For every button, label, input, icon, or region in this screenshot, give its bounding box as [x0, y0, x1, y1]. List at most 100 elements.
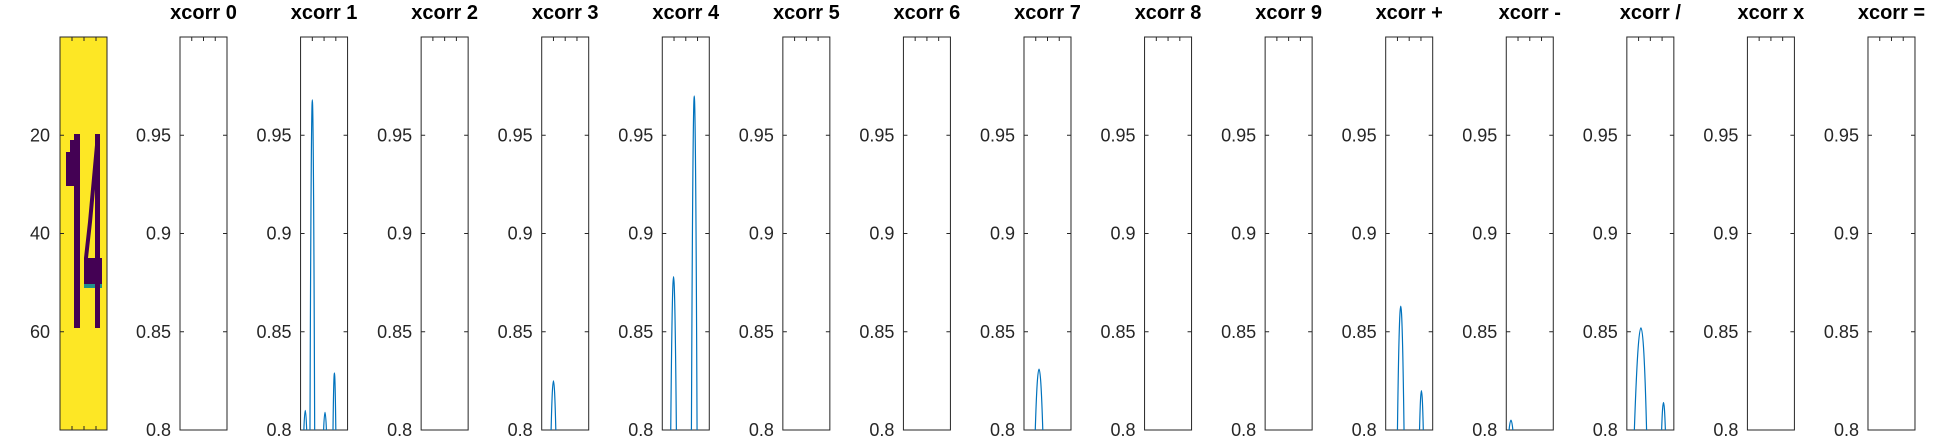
digit-four-stem — [95, 134, 100, 328]
axes-box — [1867, 36, 1916, 431]
ytick-label: 0.85 — [1583, 322, 1618, 342]
xcorr-series-line — [323, 411, 328, 431]
ytick-label: 0.85 — [1101, 322, 1136, 342]
ytick-label: 0.8 — [1713, 420, 1738, 440]
ytick-label: 0.85 — [1221, 322, 1256, 342]
digit-one-stem — [74, 134, 80, 328]
ytick-label: 0.8 — [1472, 420, 1497, 440]
subplot-title: xcorr 6 — [894, 2, 961, 24]
ytick-label: 0.95 — [980, 125, 1015, 145]
ytick-label: 0.9 — [508, 224, 533, 244]
xcorr-subplot: xcorr + 0.8 0.85 0.9 0.95 — [1342, 2, 1443, 440]
axes-box — [420, 36, 469, 431]
ytick-label: 0.9 — [146, 224, 171, 244]
xcorr-series-line — [1418, 390, 1424, 431]
ytick-label: 0.95 — [377, 125, 412, 145]
ytick-label: 0.8 — [628, 420, 653, 440]
ytick-label: 0.95 — [136, 125, 171, 145]
ytick-label: 0.85 — [136, 322, 171, 342]
ytick-label: 0.9 — [1111, 224, 1136, 244]
ytick-label: 0.95 — [498, 125, 533, 145]
subplot-title: xcorr 1 — [291, 2, 358, 24]
xcorr-subplot: xcorr 4 0.8 0.85 0.9 0.95 — [618, 2, 720, 440]
ytick-label: 0.95 — [618, 125, 653, 145]
subplot-title: xcorr 9 — [1255, 2, 1322, 24]
ytick-label: 0.8 — [749, 420, 774, 440]
subplot-title: xcorr 8 — [1135, 2, 1202, 24]
ytick-label: 0.8 — [990, 420, 1015, 440]
subplot-title: xcorr = — [1858, 2, 1925, 24]
xcorr-subplot: xcorr = 0.8 0.85 0.9 0.95 — [1824, 2, 1925, 440]
xcorr-subplot: xcorr 2 0.8 0.85 0.9 0.95 — [377, 2, 478, 440]
image-ytick-label: 60 — [30, 322, 50, 342]
axes-box — [300, 36, 349, 431]
ytick-label: 0.8 — [387, 420, 412, 440]
ytick-label: 0.9 — [1352, 224, 1377, 244]
ytick-label: 0.8 — [1593, 420, 1618, 440]
subplot-title: xcorr x — [1738, 2, 1805, 24]
ytick-label: 0.85 — [1824, 322, 1859, 342]
axes-box — [902, 36, 951, 431]
image-panel: 20 40 60 — [30, 36, 108, 431]
ytick-label: 0.8 — [1834, 420, 1859, 440]
xcorr-subplot: xcorr 9 0.8 0.85 0.9 0.95 — [1221, 2, 1322, 440]
ytick-label: 0.8 — [869, 420, 894, 440]
xcorr-series-line — [309, 99, 316, 431]
subplot-title: xcorr 5 — [773, 2, 840, 24]
xcorr-subplot: xcorr 7 0.8 0.85 0.9 0.95 — [980, 2, 1081, 440]
ytick-label: 0.8 — [1231, 420, 1256, 440]
xcorr-subplot: xcorr x 0.8 0.85 0.9 0.95 — [1703, 2, 1804, 440]
ytick-label: 0.9 — [990, 224, 1015, 244]
ytick-label: 0.85 — [377, 322, 412, 342]
subplot-title: xcorr 4 — [652, 2, 720, 24]
xcorr-series-line — [1396, 305, 1405, 431]
ytick-label: 0.9 — [749, 224, 774, 244]
ytick-label: 0.8 — [267, 420, 292, 440]
ytick-label: 0.95 — [1824, 125, 1859, 145]
xcorr-series-line — [1034, 368, 1044, 431]
axes-box — [1264, 36, 1313, 431]
ytick-label: 0.95 — [1703, 125, 1738, 145]
axes-box — [1023, 36, 1072, 431]
ytick-label: 0.85 — [859, 322, 894, 342]
xcorr-series-line — [1633, 327, 1648, 431]
ytick-label: 0.8 — [1111, 420, 1136, 440]
xcorr-subplot: xcorr 6 0.8 0.85 0.9 0.95 — [859, 2, 960, 440]
axes-box — [1626, 36, 1675, 431]
axes-box — [661, 36, 710, 431]
ytick-label: 0.9 — [267, 224, 292, 244]
xcorr-series-line — [303, 409, 308, 431]
ytick-label: 0.9 — [1713, 224, 1738, 244]
ytick-label: 0.95 — [1583, 125, 1618, 145]
ytick-label: 0.85 — [980, 322, 1015, 342]
xcorr-series-line — [550, 380, 557, 431]
digit-one-serif-top — [70, 140, 76, 156]
axes-box — [1746, 36, 1795, 431]
axes-box — [541, 36, 590, 431]
subplot-title: xcorr 2 — [411, 2, 478, 24]
xcorr-subplot: xcorr - 0.8 0.85 0.9 0.95 — [1462, 2, 1561, 440]
ytick-label: 0.9 — [1834, 224, 1859, 244]
xcorr-subplot: xcorr / 0.8 0.85 0.9 0.95 — [1583, 2, 1682, 440]
ytick-label: 0.85 — [739, 322, 774, 342]
ytick-label: 0.85 — [498, 322, 533, 342]
subplot-title: xcorr 7 — [1014, 2, 1081, 24]
ytick-label: 0.9 — [1472, 224, 1497, 244]
xcorr-subplot: xcorr 0 0.8 0.85 0.9 0.95 — [136, 2, 237, 440]
ytick-label: 0.95 — [1101, 125, 1136, 145]
xcorr-series-line — [690, 95, 698, 431]
digit-one-serif — [66, 152, 74, 186]
ytick-label: 0.95 — [1462, 125, 1497, 145]
xcorr-series-line — [1661, 402, 1666, 431]
ytick-label: 0.95 — [1221, 125, 1256, 145]
ytick-label: 0.95 — [859, 125, 894, 145]
axes-box — [1505, 36, 1554, 431]
xcorr-subplot: xcorr 8 0.8 0.85 0.9 0.95 — [1101, 2, 1202, 440]
ytick-label: 0.85 — [1703, 322, 1738, 342]
ytick-label: 0.85 — [618, 322, 653, 342]
subplot-title: xcorr / — [1620, 2, 1682, 24]
ytick-label: 0.85 — [257, 322, 292, 342]
ytick-label: 0.8 — [146, 420, 171, 440]
axes-box — [179, 36, 228, 431]
xcorr-subplot: xcorr 3 0.8 0.85 0.9 0.95 — [498, 2, 599, 440]
